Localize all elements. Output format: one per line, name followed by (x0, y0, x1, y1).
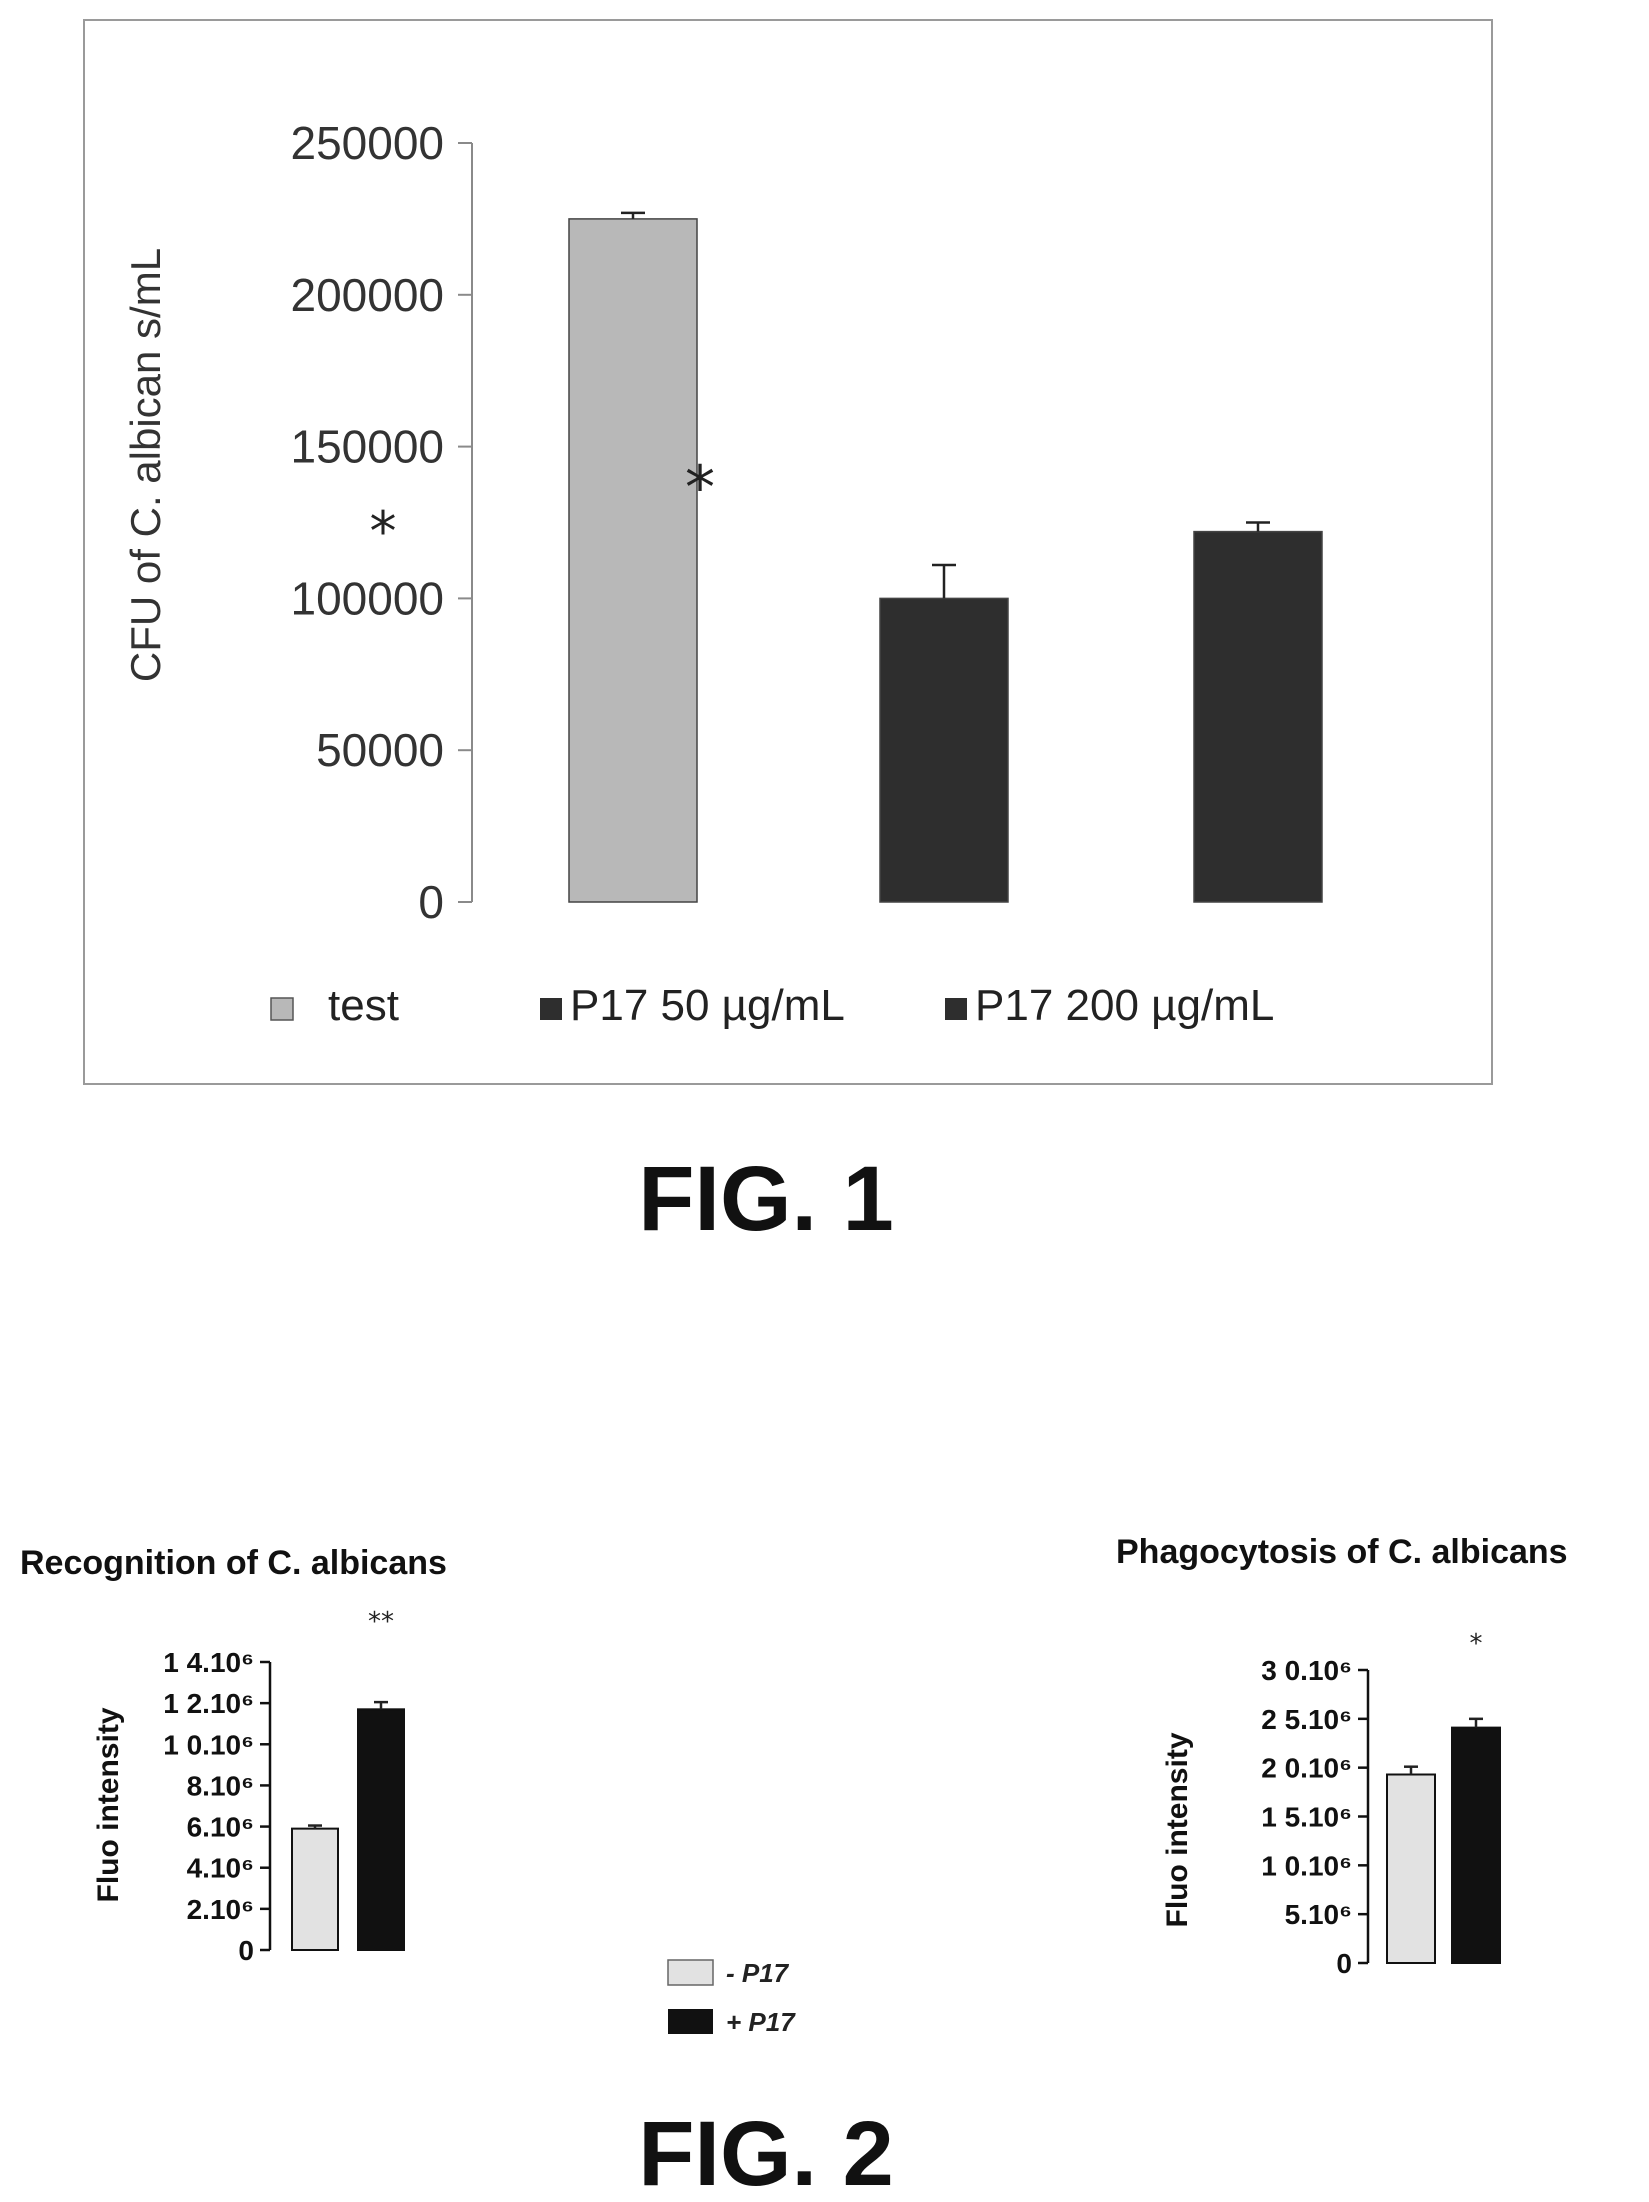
fig2-legend-swatch-plus-p17 (668, 2009, 713, 2034)
fig2-legend-label-minus-p17: - P17 (726, 1958, 790, 1988)
fig2-phagocytosis-y-axis-title: Fluo intensity (1161, 1732, 1194, 1927)
fig2-phagocytosis-bar-2 (1451, 1726, 1501, 1964)
fig1-legend-swatch-p17-50 (540, 998, 562, 1020)
fig2-legend: - P17 + P17 (667, 1958, 796, 2037)
fig2-recognition-y-tick-label: 0 (238, 1935, 254, 1966)
fig2-phagocytosis-y-tick-label: 2 0.10⁶ (1261, 1753, 1352, 1784)
fig1-y-tick-label: 150000 (291, 421, 445, 473)
fig2-recognition-y-tick-label: 6.10⁶ (187, 1812, 254, 1843)
fig2-recognition-y-tick-label: 2.10⁶ (187, 1894, 254, 1925)
fig2-recognition-y-tick-label: 1 0.10⁶ (163, 1729, 254, 1760)
fig2-phagocytosis-y-tick-label: 3 0.10⁶ (1261, 1655, 1352, 1686)
fig2-recognition-y-axis-title: Fluo intensity (92, 1707, 125, 1902)
fig1-y-ticks: 250000 200000 150000 100000 50000 0 (291, 117, 472, 928)
fig1-annotation-star-left: * (370, 500, 397, 563)
fig2-phagocytosis-y-tick-label: 1 0.10⁶ (1261, 1850, 1352, 1881)
fig1-legend-swatch-p17-200 (945, 998, 967, 1020)
fig2-phagocytosis-y-tick-label: 0 (1336, 1948, 1352, 1979)
fig1-legend-label-p17-50: P17 50 µg/mL (570, 981, 845, 1030)
fig1-bar-3 (1193, 530, 1323, 903)
fig1-y-tick-label: 100000 (291, 572, 445, 624)
fig2-caption: FIG. 2 (638, 2103, 894, 2202)
fig2-recognition-title: Recognition of C. albicans (20, 1544, 447, 1582)
fig2-recognition-significance: ** (368, 1607, 394, 1637)
fig1-y-tick-label: 200000 (291, 269, 445, 321)
fig2-phagocytosis-bars (1386, 1717, 1501, 1964)
fig2-phagocytosis-y-tick-label: 5.10⁶ (1285, 1899, 1352, 1930)
fig2-recognition-y-tick-label: 8.10⁶ (187, 1770, 254, 1801)
fig2-recognition-bar-2 (357, 1708, 405, 1952)
fig1-bar-1 (568, 218, 698, 903)
fig1-legend: test P17 50 µg/mL P17 200 µg/mL (270, 981, 1274, 1030)
fig2-phagocytosis-y-tick-label: 1 5.10⁶ (1261, 1802, 1352, 1833)
fig2-legend-swatch-minus-p17 (667, 1959, 714, 1986)
fig2-recognition-y-tick-label: 1 2.10⁶ (163, 1688, 254, 1719)
fig1-y-axis-title: CFU of C. albican s/mL (122, 248, 169, 682)
fig1-legend-swatch-test (270, 997, 294, 1021)
fig2-legend-label-plus-p17: + P17 (726, 2007, 796, 2037)
fig2-recognition-chart: Recognition of C. albicans 1 4.10⁶ 1 2.10… (20, 1544, 447, 1966)
fig2-phagocytosis-y-tick-label: 2 5.10⁶ (1261, 1704, 1352, 1735)
fig1-bars (568, 211, 1323, 903)
fig1-legend-label-p17-200: P17 200 µg/mL (975, 981, 1274, 1030)
fig2-recognition-bar-1 (291, 1827, 339, 1951)
fig1-legend-label-test: test (328, 981, 399, 1030)
fig2-recognition-y-tick-label: 4.10⁶ (187, 1853, 254, 1884)
fig2-recognition-bars (291, 1700, 405, 1952)
fig1-y-tick-label: 250000 (291, 117, 445, 169)
fig1-y-tick-label: 0 (418, 876, 444, 928)
fig2-phagocytosis-significance: * (1470, 1629, 1483, 1659)
fig1-chart: 250000 200000 150000 100000 50000 0 CFU of C.… (83, 19, 1493, 1085)
fig1-caption: FIG. 1 (638, 1148, 894, 1250)
fig2-phagocytosis-chart: Phagocytosis of C. albicans 3 0.10⁶ 2 5.1… (1116, 1533, 1568, 1979)
fig2-phagocytosis-bar-1 (1386, 1773, 1436, 1964)
fig1-annotation-star-bar: * (685, 453, 715, 523)
fig2-phagocytosis-y-ticks: 3 0.10⁶ 2 5.10⁶ 2 0.10⁶ 1 5.10⁶ 1 0.10⁶ 5.10⁶… (1261, 1655, 1368, 1979)
fig1-y-tick-label: 50000 (316, 724, 444, 776)
fig2-recognition-y-ticks: 1 4.10⁶ 1 2.10⁶ 1 0.10⁶ 8.10⁶ 6.10⁶ 4.10⁶ 2.10… (163, 1647, 270, 1966)
fig2-recognition-y-tick-label: 1 4.10⁶ (163, 1647, 254, 1678)
fig1-bar-2 (879, 597, 1009, 903)
fig2-phagocytosis-title: Phagocytosis of C. albicans (1116, 1533, 1568, 1571)
